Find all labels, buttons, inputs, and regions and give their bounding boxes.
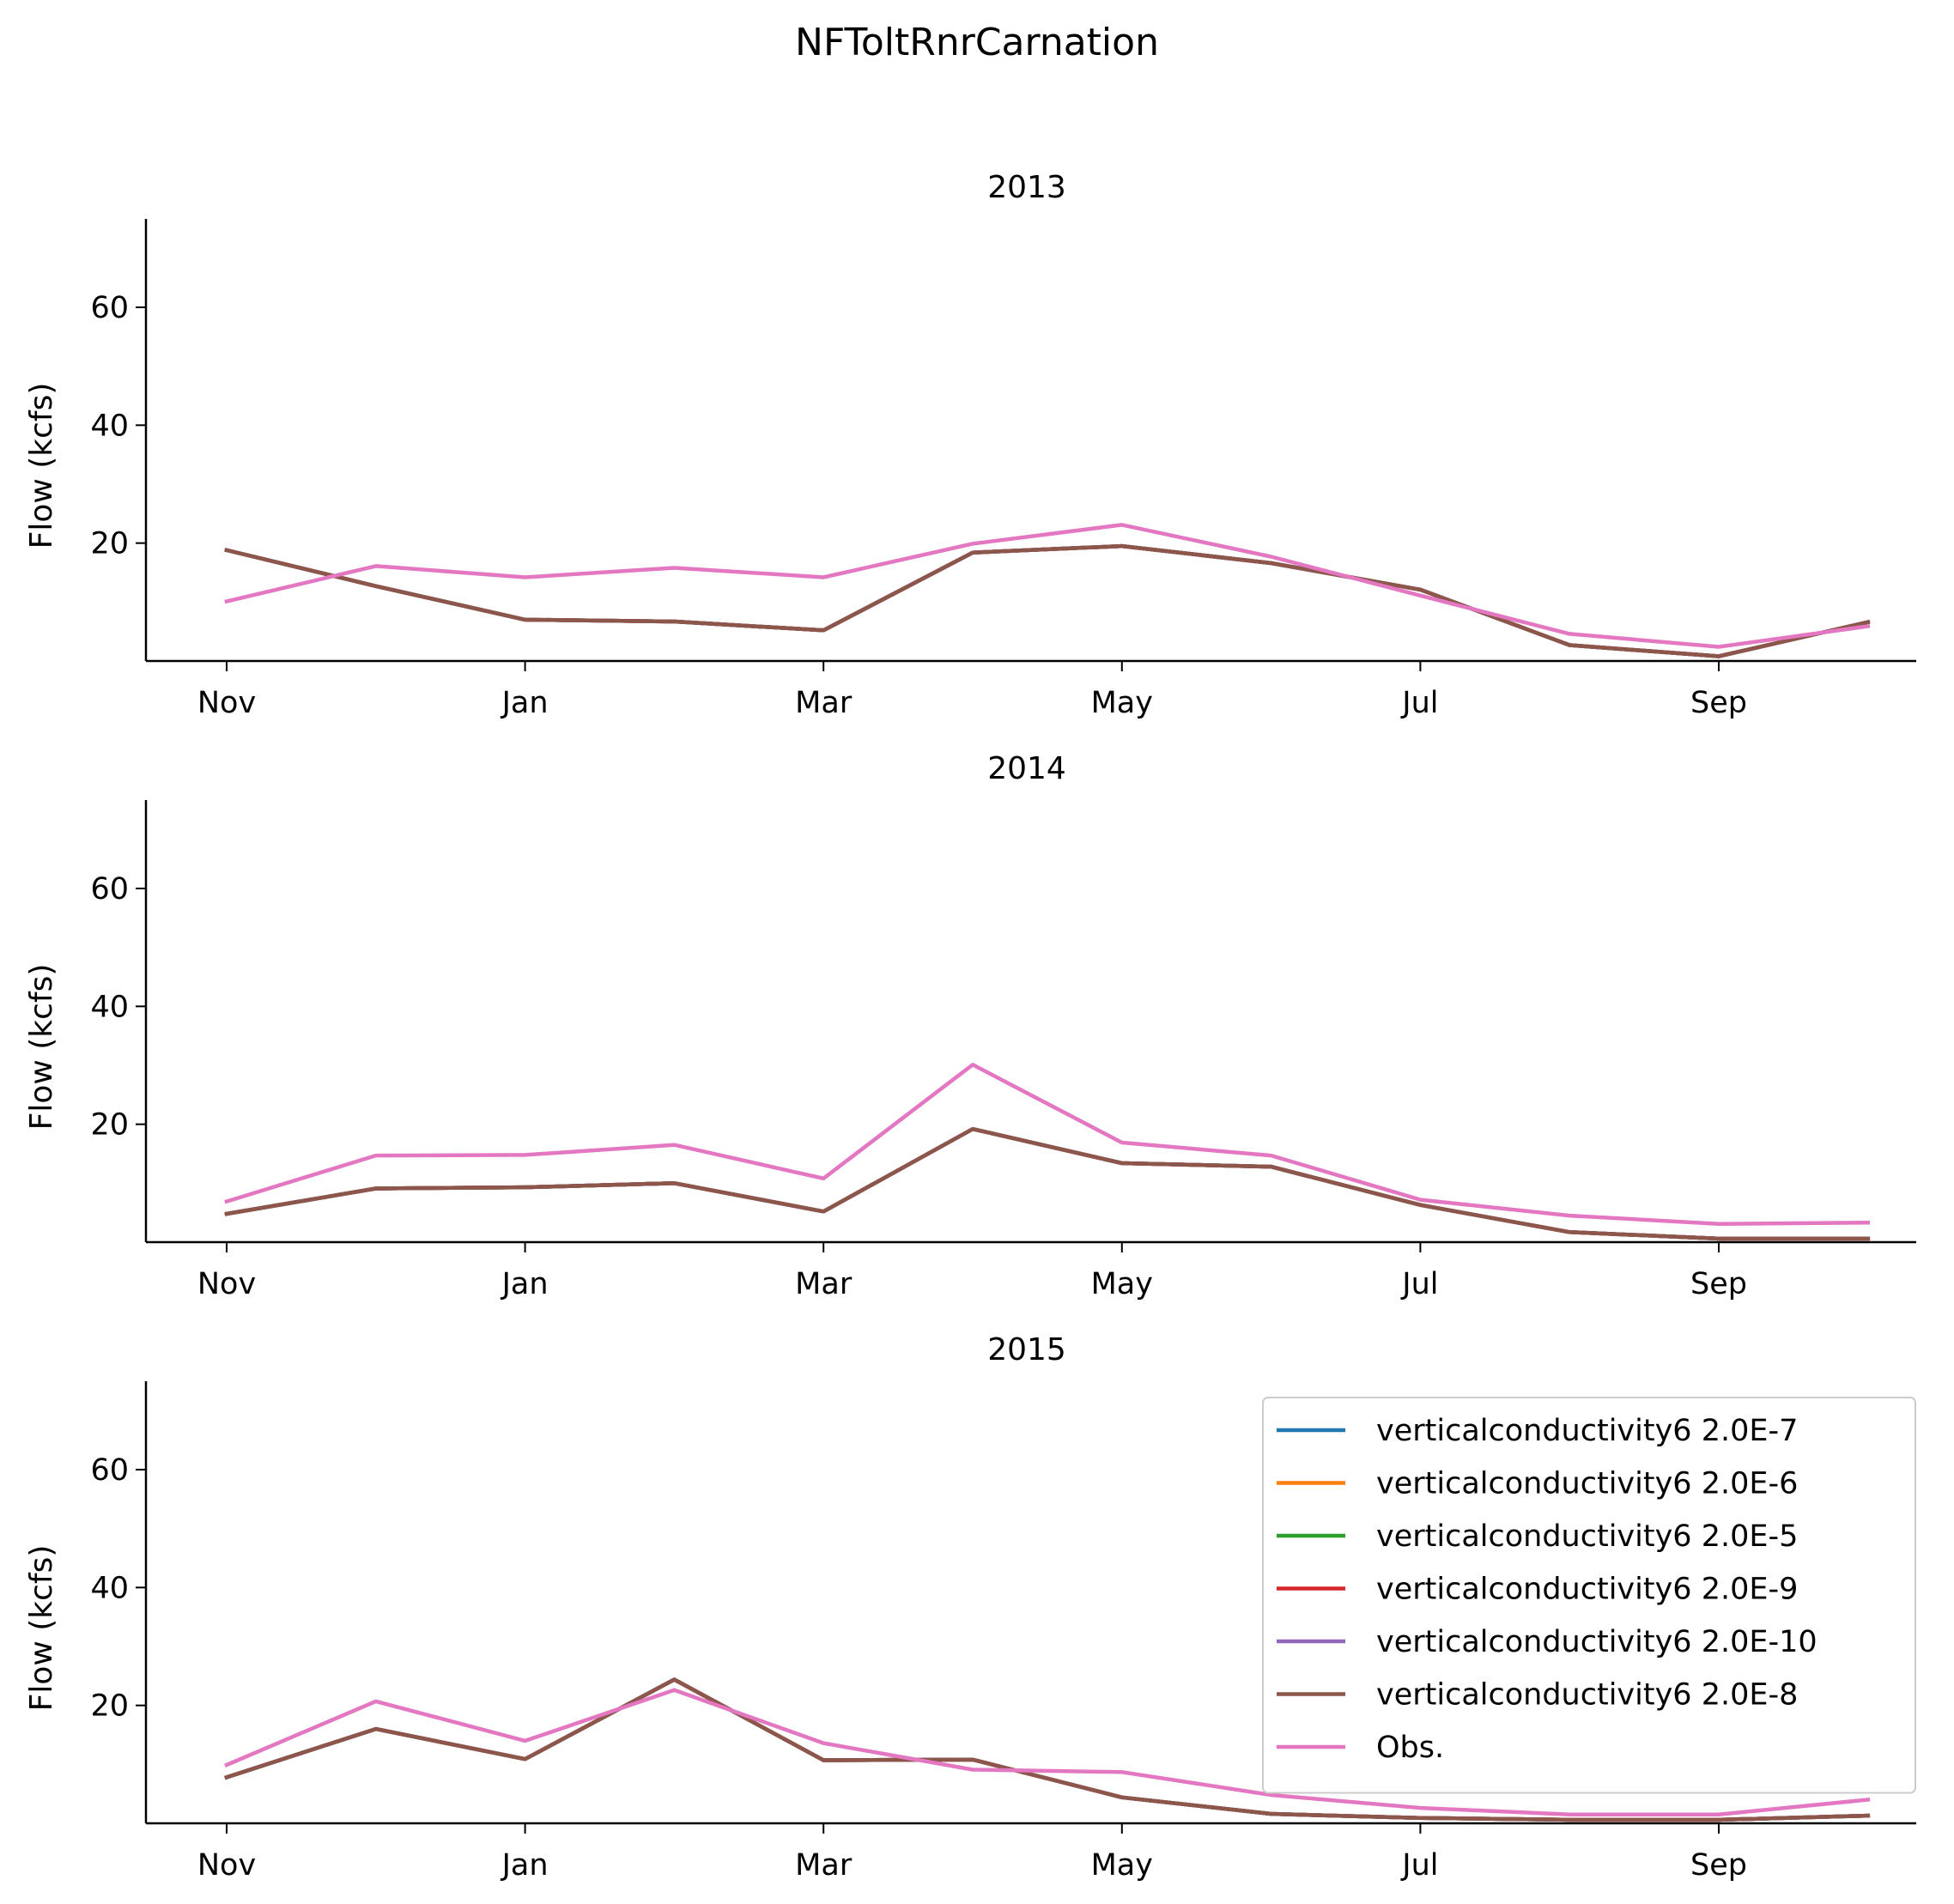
x-tick-label: Nov bbox=[197, 1848, 256, 1883]
x-tick-label: Jan bbox=[501, 686, 549, 720]
panel-title: 2014 bbox=[987, 751, 1066, 786]
legend-label: verticalconductivity6 2.0E-5 bbox=[1376, 1519, 1798, 1554]
y-axis-label: Flow (kcfs) bbox=[24, 964, 59, 1131]
x-tick-label: Jul bbox=[1400, 1848, 1438, 1883]
x-tick-label: Jul bbox=[1400, 1267, 1438, 1301]
x-tick-label: Mar bbox=[795, 686, 853, 720]
x-tick-label: Sep bbox=[1690, 1848, 1747, 1883]
series-line bbox=[224, 1063, 1871, 1226]
series-line bbox=[224, 1126, 1871, 1241]
series-line bbox=[224, 543, 1871, 658]
x-tick-label: Jan bbox=[501, 1848, 549, 1883]
y-axis-label: Flow (kcfs) bbox=[24, 1545, 59, 1712]
x-tick-label: Mar bbox=[795, 1267, 853, 1301]
legend-label: verticalconductivity6 2.0E-6 bbox=[1376, 1467, 1798, 1501]
series-line bbox=[224, 523, 1871, 649]
y-tick-label: 60 bbox=[90, 291, 129, 325]
x-tick-label: Sep bbox=[1690, 686, 1747, 720]
legend-frame bbox=[1262, 1397, 1916, 1794]
series-line bbox=[224, 1688, 1871, 1816]
x-tick-label: Mar bbox=[795, 1848, 853, 1883]
x-tick-label: Nov bbox=[197, 686, 256, 720]
legend-label: verticalconductivity6 2.0E-10 bbox=[1376, 1625, 1817, 1659]
x-tick-label: May bbox=[1091, 686, 1153, 720]
x-tick-label: May bbox=[1091, 1848, 1153, 1883]
y-tick-label: 40 bbox=[90, 990, 129, 1024]
legend: verticalconductivity6 2.0E-7 verticalcond… bbox=[1262, 1397, 1916, 1794]
y-tick-label: 20 bbox=[90, 1108, 129, 1143]
panel-2015: 2015 Flow (kcfs) 20 40 60 Nov Jan Mar May Jul Sep v… bbox=[24, 1332, 1916, 1883]
legend-label: verticalconductivity6 2.0E-9 bbox=[1376, 1573, 1798, 1607]
panel-title: 2015 bbox=[987, 1332, 1066, 1367]
legend-label: Obs. bbox=[1376, 1731, 1444, 1765]
y-tick-label: 60 bbox=[90, 872, 129, 907]
x-tick-label: Nov bbox=[197, 1267, 256, 1301]
figure-title: NFToltRnrCarnation bbox=[795, 21, 1159, 64]
y-tick-label: 20 bbox=[90, 1689, 129, 1724]
x-tick-label: May bbox=[1091, 1267, 1153, 1301]
y-axis-label: Flow (kcfs) bbox=[24, 383, 59, 549]
x-tick-label: Jul bbox=[1400, 686, 1438, 720]
panel-2013: 2013 Flow (kcfs) 20 40 60 Nov Jan Mar May Jul Sep bbox=[24, 170, 1916, 720]
y-tick-label: 40 bbox=[90, 409, 129, 443]
y-tick-label: 60 bbox=[90, 1453, 129, 1488]
panel-2014: 2014 Flow (kcfs) 20 40 60 Nov Jan Mar May Jul Sep bbox=[24, 751, 1916, 1301]
y-tick-label: 20 bbox=[90, 527, 129, 561]
y-tick-label: 40 bbox=[90, 1571, 129, 1605]
panel-title: 2013 bbox=[987, 170, 1066, 205]
x-tick-label: Sep bbox=[1690, 1267, 1747, 1301]
x-tick-label: Jan bbox=[501, 1267, 549, 1301]
series-line bbox=[224, 1677, 1871, 1822]
legend-label: verticalconductivity6 2.0E-8 bbox=[1376, 1678, 1798, 1713]
legend-label: verticalconductivity6 2.0E-7 bbox=[1376, 1414, 1798, 1448]
